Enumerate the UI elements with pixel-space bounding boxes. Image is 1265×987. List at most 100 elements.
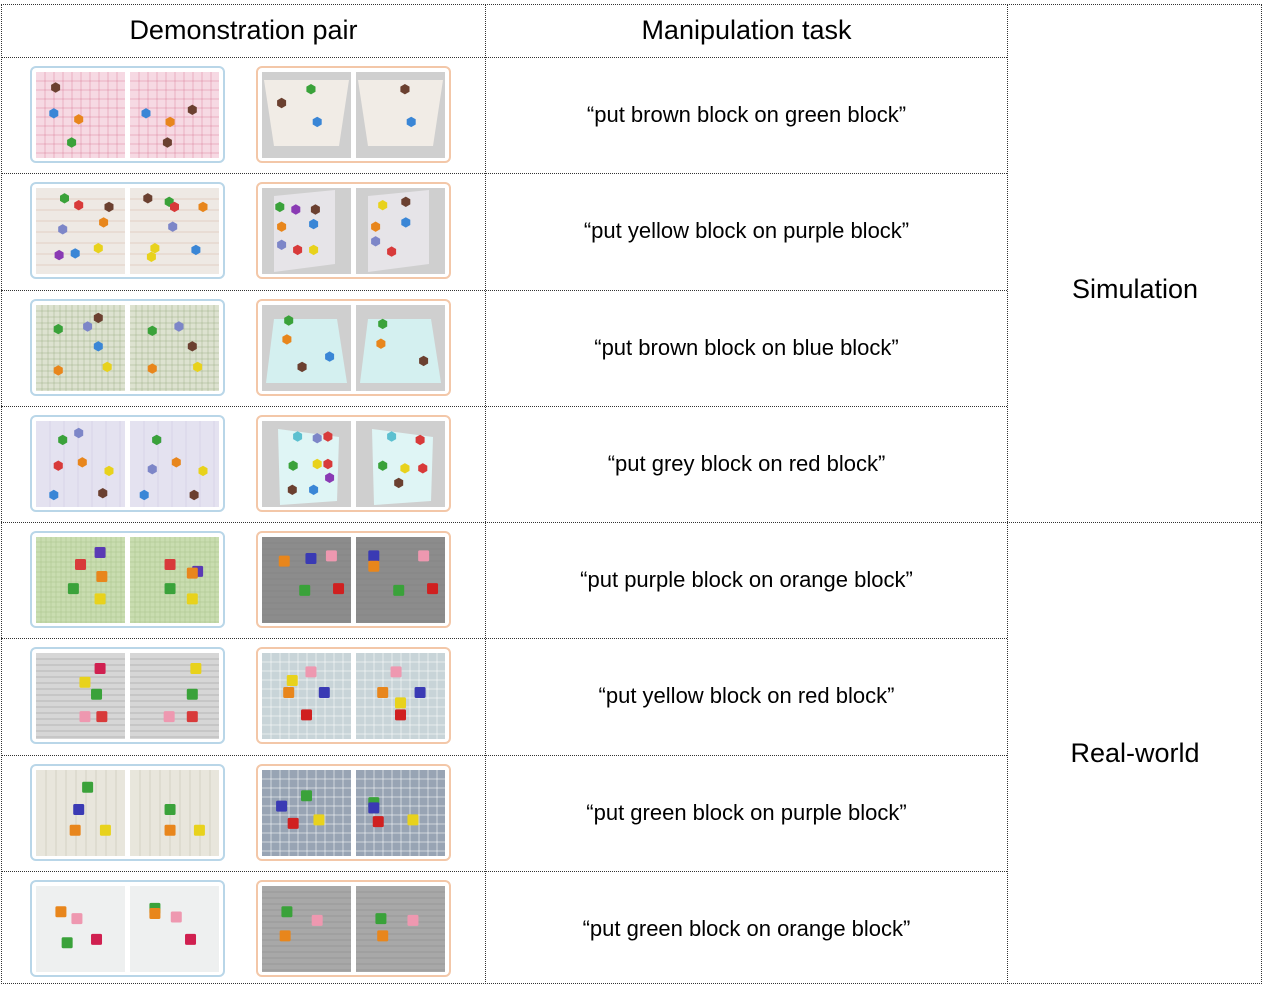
manip-left-image [262,770,351,856]
manip-left-image [262,537,351,623]
manip-right-image [356,188,445,274]
manipulation-task-text: “put purple block on orange block” [580,567,913,592]
group-label-realworld: Real-world [1070,737,1200,768]
block-marker [284,315,294,326]
block-marker [187,341,197,352]
demo-pair-svg [36,770,219,856]
block-marker [325,351,335,362]
block-marker [193,361,203,373]
block-marker [313,814,325,826]
manip-right-image [356,72,445,158]
demonstration-pair-images [30,299,225,396]
manipulation-task-text: “put green block on purple block” [586,800,907,825]
manip-right-image [356,653,445,739]
block-marker [185,933,197,945]
block-marker [91,933,103,945]
manip-left-image [262,886,351,972]
demo-pair-svg [36,653,219,739]
manip-pair-svg [262,188,445,274]
block-marker [378,318,388,330]
block-marker [297,361,307,373]
block-marker [427,583,439,595]
group-label-simulation: Simulation [1071,273,1199,304]
row-divider [1,871,1007,872]
block-marker [301,790,312,802]
demonstration-pair-images [30,182,225,279]
block-marker [150,243,160,254]
block-marker [96,571,108,583]
block-marker [67,583,79,595]
block-marker [186,688,198,700]
block-marker [387,431,397,442]
block-marker [61,937,73,949]
block-marker [170,201,179,213]
block-marker [281,906,293,918]
block-marker [174,321,184,332]
row-divider [1,290,1007,291]
block-marker [393,584,405,596]
block-marker [93,312,103,324]
block-marker [277,239,287,250]
manip-right-image [356,537,445,623]
block-marker [96,711,108,723]
demo-pair-svg [36,188,219,274]
demo-left-image [36,72,125,158]
block-marker [73,804,85,816]
block-marker [390,666,402,678]
manipulation-scene-images [256,182,451,279]
block-marker [77,457,87,468]
block-marker [395,709,406,721]
block-marker [277,97,287,109]
block-marker [186,593,198,605]
block-marker [93,341,103,352]
demo-right-image [130,188,219,274]
block-marker [94,593,106,605]
block-marker [190,662,202,674]
manip-left-image [262,188,351,274]
block-marker [283,687,295,699]
row-divider [1,638,1007,639]
block-marker [376,338,386,349]
block-marker [147,325,157,336]
block-marker [55,906,67,918]
block-marker [375,913,387,925]
block-marker [368,560,380,572]
demo-left-image [36,421,125,507]
manipulation-task-text: “put brown block on blue block” [594,335,899,360]
header-manipulation-task: Manipulation task [641,14,852,45]
block-marker [67,137,77,148]
row-divider [1,57,1007,58]
block-marker [164,583,176,595]
manipulation-scene-images [256,531,451,628]
block-marker [276,800,288,812]
block-marker [162,137,172,148]
manipulation-task-text: “put brown block on green block” [586,102,907,127]
block-marker [170,911,182,923]
block-marker [82,781,94,793]
block-marker [53,460,63,471]
block-marker [400,463,410,474]
block-marker [104,201,114,213]
block-marker [291,204,301,215]
block-marker [407,814,419,826]
block-marker [69,824,81,836]
block-marker [394,477,404,489]
manip-pair-svg [262,72,445,158]
block-marker [401,217,411,228]
block-marker [187,104,197,115]
block-marker [74,427,84,439]
manipulation-scene-images [256,299,451,396]
results-table [1,4,1262,984]
demo-right-image [130,305,219,391]
column-divider [485,4,486,984]
block-marker [51,82,61,93]
manipulation-scene-images [256,66,451,163]
block-marker [400,84,410,95]
block-marker [278,555,290,567]
manip-right-image [356,421,445,507]
row-divider [1,406,1007,407]
demo-pair-svg [36,72,219,158]
demonstration-pair-images [30,880,225,977]
block-marker [312,433,322,444]
manip-right-image [356,770,445,856]
